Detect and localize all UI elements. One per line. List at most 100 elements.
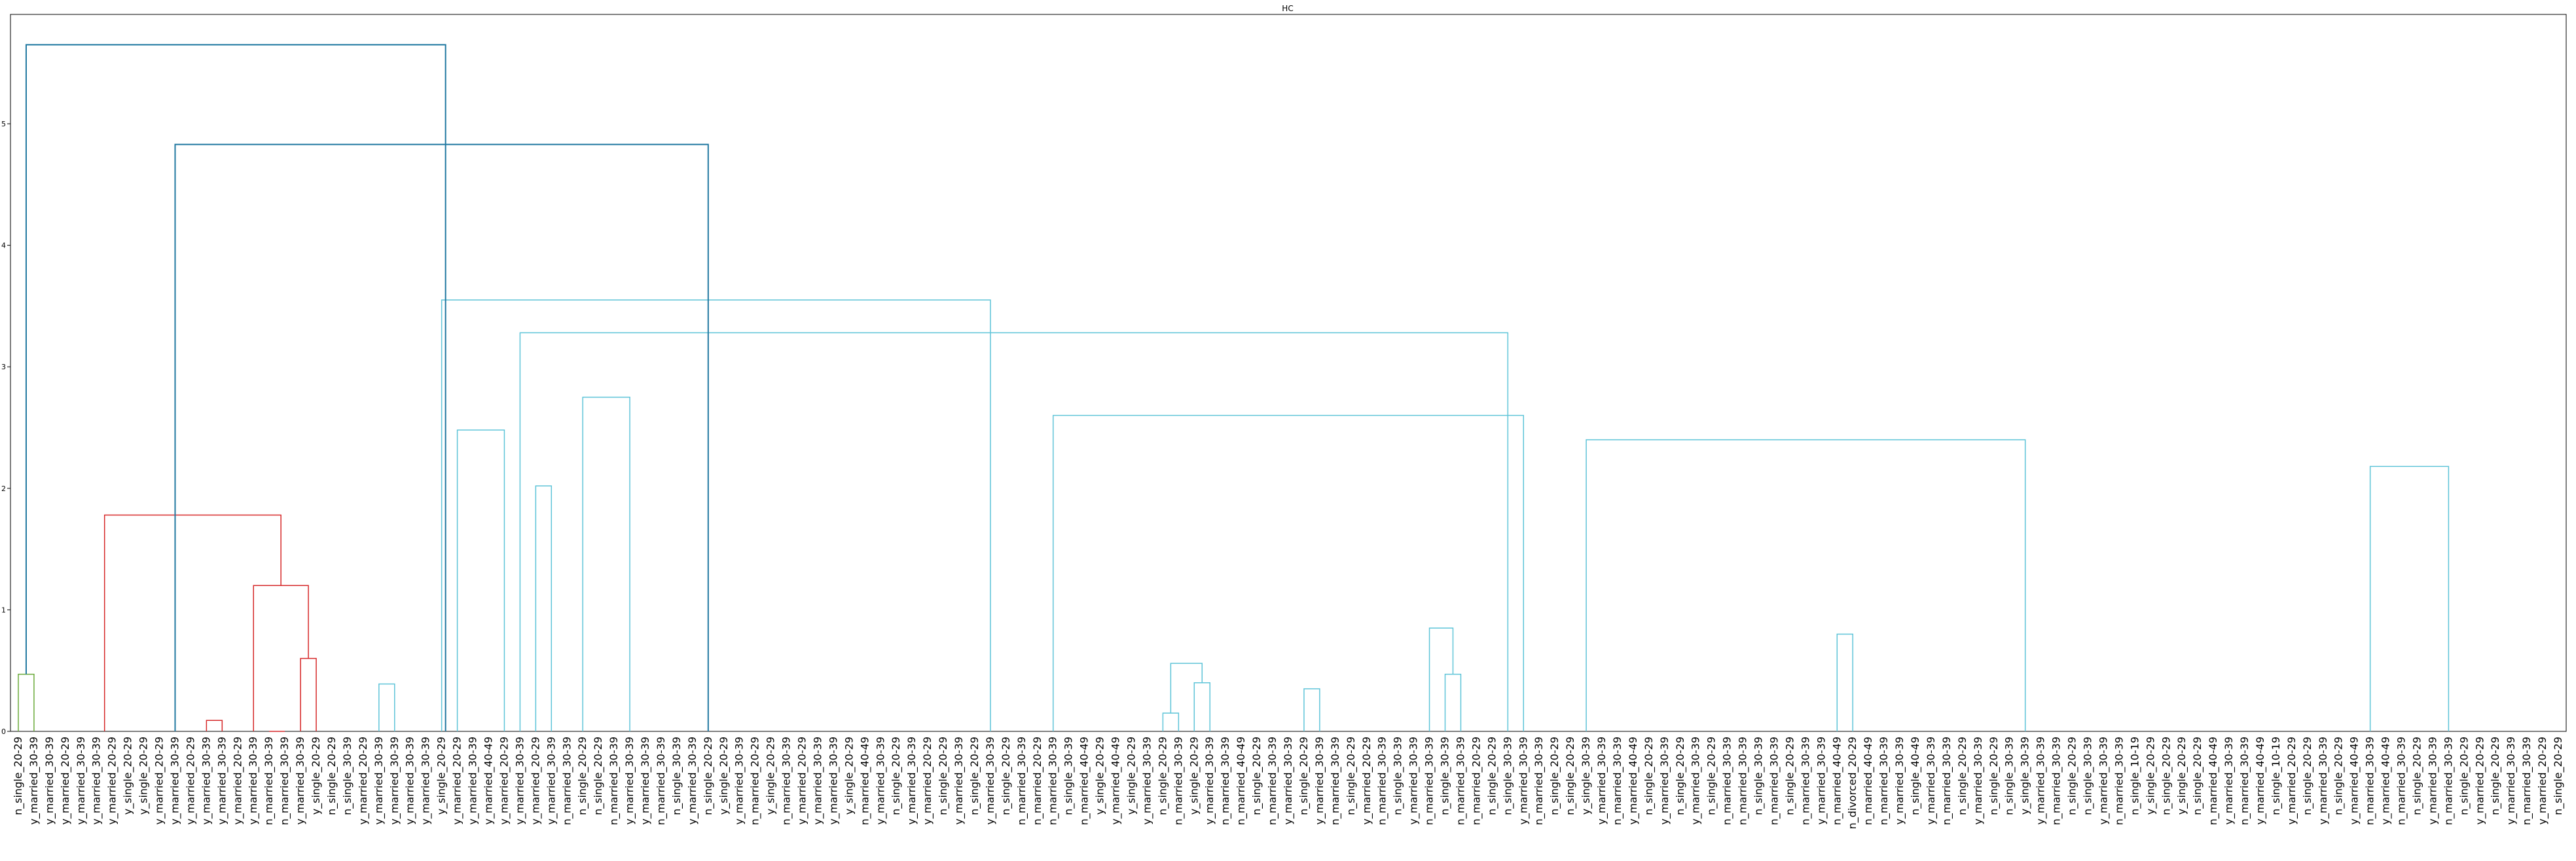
leaf-label: n_married_30-39: [780, 737, 793, 825]
dendrogram-link: [456, 429, 505, 731]
dendrogram-link: [25, 44, 446, 731]
leaf-label: n_married_40-49: [1862, 737, 1875, 825]
leaf-label: y_married_30-39: [1815, 737, 1828, 825]
leaf-label: y_single_20-29: [435, 737, 448, 815]
leaf-label: y_married_40-49: [2254, 737, 2267, 825]
leaf-label: y_single_30-39: [1580, 737, 1593, 815]
leaf-label: y_married_30-39: [388, 737, 401, 825]
leaf-label: y_married_30-39: [404, 737, 417, 825]
leaf-label: y_single_30-39: [2019, 737, 2032, 815]
leaf-label: n_married_30-39: [1423, 737, 1436, 825]
plot-frame: [10, 14, 2567, 732]
leaf-label: y_married_20-29: [106, 737, 119, 825]
leaf-label: y_married_20-29: [2473, 737, 2486, 825]
leaf-label: n_married_40-49: [858, 737, 871, 825]
leaf-label: y_married_30-39: [1313, 737, 1326, 825]
leaf-label: n_married_30-39: [1015, 737, 1028, 825]
dendrogram-link: [18, 674, 35, 731]
dendrogram-link: [1193, 682, 1210, 731]
dendrogram-link: [378, 683, 395, 731]
leaf-label: y_married_20-29: [153, 737, 166, 825]
leaf-label: y_married_30-39: [1595, 737, 1608, 825]
leaf-label: n_single_20-29: [1345, 737, 1358, 815]
leaf-label: y_married_30-39: [733, 737, 746, 825]
dendrogram-link: [519, 332, 1509, 731]
leaf-label: y_married_40-49: [2348, 737, 2361, 825]
leaf-label: y_single_20-29: [122, 737, 135, 815]
leaf-label: y_married_30-39: [2426, 737, 2439, 825]
leaf-label: n_single_20-29: [1156, 737, 1169, 815]
leaf-label: y_married_30-39: [1203, 737, 1216, 825]
dendrogram-link: [1586, 439, 2026, 731]
chart-title: HC: [1282, 4, 1293, 13]
leaf-label: n_married_30-39: [2442, 737, 2455, 825]
leaf-label: y_married_30-39: [420, 737, 433, 825]
leaf-label: n_married_30-39: [1533, 737, 1546, 825]
leaf-label: y_married_30-39: [27, 737, 41, 825]
leaf-label: y_married_30-39: [1972, 737, 1985, 825]
leaf-label: n_single_30-39: [1392, 737, 1405, 815]
leaf-label: n_single_20-29: [1250, 737, 1263, 815]
leaf-label: y_married_30-39: [294, 737, 307, 825]
leaf-label: n_single_20-29: [1564, 737, 1577, 815]
leaf-label: n_single_20-29: [592, 737, 605, 815]
y-tick-label: 3: [1, 363, 6, 371]
leaf-label: y_married_30-39: [686, 737, 699, 825]
leaf-label: y_married_30-39: [1658, 737, 1671, 825]
leaf-label: n_single_20-29: [576, 737, 589, 815]
leaf-label: n_married_30-39: [655, 737, 668, 825]
leaf-label: n_single_20-29: [2410, 737, 2423, 815]
dendrogram-link: [1052, 414, 1525, 731]
dendrogram-link: [1170, 663, 1203, 714]
leaf-label: n_single_20-29: [2552, 737, 2565, 815]
y-tick-label: 2: [1, 485, 6, 493]
leaf-label: n_single_20-29: [1000, 737, 1013, 815]
leaf-label: y_single_20-29: [1125, 737, 1138, 815]
leaf-label: n_married_30-39: [1219, 737, 1232, 825]
leaf-label: y_married_40-49: [1110, 737, 1123, 825]
leaf-label: y_married_30-39: [247, 737, 260, 825]
leaf-label: n_married_30-39: [1454, 737, 1467, 825]
leaf-label: n_married_30-39: [1721, 737, 1734, 825]
leaf-label: n_married_30-39: [1376, 737, 1389, 825]
leaf-label: y_married_30-39: [984, 737, 997, 825]
leaf-label: y_married_30-39: [874, 737, 887, 825]
leaf-label: n_single_20-29: [1956, 737, 1969, 815]
dendrogram-link: [300, 657, 317, 731]
dendrogram-link: [206, 720, 223, 731]
leaf-label: y_married_30-39: [811, 737, 824, 825]
leaf-label: y_married_30-39: [467, 737, 480, 825]
leaf-label: n_married_30-39: [1940, 737, 1953, 825]
leaf-label: y_married_30-39: [90, 737, 103, 825]
leaf-label: n_married_30-39: [2113, 737, 2126, 825]
leaf-label: y_married_30-39: [1517, 737, 1530, 825]
leaf-label: n_single_20-29: [2458, 737, 2471, 815]
dendrogram-links: [18, 44, 2450, 732]
leaf-label: y_married_30-39: [1925, 737, 1938, 825]
leaf-label: n_married_30-39: [1768, 737, 1781, 825]
leaf-label: n_single_20-29: [1485, 737, 1498, 815]
leaf-label: n_single_30-39: [1752, 737, 1766, 815]
leaf-label: y_married_30-39: [2097, 737, 2110, 825]
dendrogram-link: [1162, 712, 1180, 731]
leaf-label: n_single_20-29: [325, 737, 338, 815]
leaf-label: y_married_30-39: [200, 737, 213, 825]
leaf-label: y_married_20-29: [357, 737, 370, 825]
leaf-label: y_married_30-39: [2505, 737, 2518, 825]
leaf-label: y_married_30-39: [168, 737, 181, 825]
leaf-label: y_married_30-39: [1893, 737, 1906, 825]
leaf-label: n_single_30-39: [1062, 737, 1076, 815]
leaf-label: n_single_20-29: [1987, 737, 2001, 815]
leaf-label: y_married_30-39: [2222, 737, 2236, 825]
leaf-label: n_single_20-29: [12, 737, 25, 815]
leaf-label: n_single_20-29: [890, 737, 903, 815]
leaf-label: n_married_30-39: [1047, 737, 1060, 825]
dendrogram-link: [1303, 688, 1320, 731]
leaf-label: y_married_30-39: [545, 737, 558, 825]
leaf-label: n_single_30-39: [2081, 737, 2094, 815]
leaf-label: n_single_30-39: [1501, 737, 1514, 815]
leaf-label: n_single_40-49: [1909, 737, 1922, 815]
leaf-label: n_married_30-39: [1799, 737, 1812, 825]
leaf-label: n_married_40-49: [1078, 737, 1091, 825]
